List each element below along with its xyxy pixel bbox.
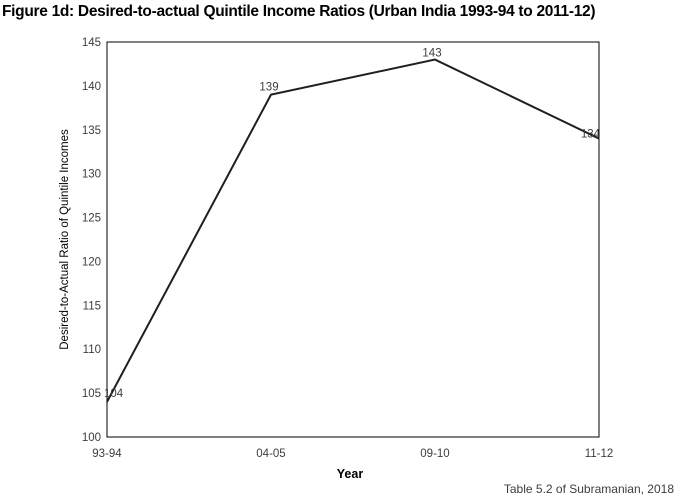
- data-line: [106, 58, 600, 403]
- data-point-label: 104: [104, 388, 124, 400]
- y-tick-label: 140: [82, 81, 101, 93]
- y-tick-label: 120: [82, 256, 101, 268]
- data-point-label: 143: [422, 48, 441, 60]
- x-tick-label: 09-10: [420, 448, 449, 460]
- x-tick-label: 11-12: [585, 448, 614, 460]
- x-axis-title: Year: [337, 467, 364, 481]
- plot-border: [106, 41, 600, 438]
- data-point-label: 134: [581, 129, 601, 141]
- y-tick-label: 115: [83, 300, 101, 312]
- y-tick-label: 100: [82, 432, 101, 444]
- x-tick-label: 04-05: [256, 448, 285, 460]
- y-axis-title: Desired-to-Actual Ratio of Quintile Inco…: [59, 129, 71, 350]
- chart-title: Figure 1d: Desired-to-actual Quintile In…: [2, 3, 596, 20]
- y-tick-label: 105: [82, 388, 101, 400]
- y-tick-label: 110: [83, 344, 101, 356]
- source-caption: Table 5.2 of Subramanian, 2018: [503, 482, 674, 496]
- y-tick-label: 130: [82, 169, 101, 181]
- y-tick-label: 125: [82, 213, 101, 225]
- x-tick-label: 93-94: [92, 448, 122, 460]
- data-point-label: 139: [259, 82, 278, 94]
- y-tick-label: 145: [82, 37, 101, 49]
- y-tick-label: 135: [82, 125, 101, 137]
